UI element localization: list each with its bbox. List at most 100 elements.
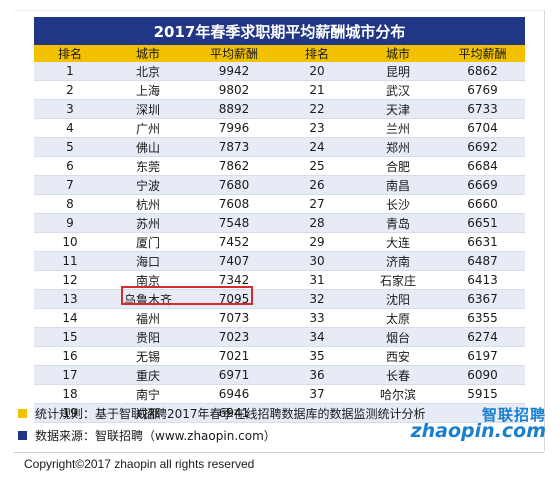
cell-salary: 7548	[190, 213, 278, 233]
cell-salary: 6946	[190, 384, 278, 404]
table-row: 9 苏州 7548 28 青岛 6651	[34, 213, 525, 233]
salary-table: 排名 城市 平均薪酬 排名 城市 平均薪酬 1 北京 9942 20 昆明 6862 2 上海…	[34, 45, 525, 423]
cell-rank: 19	[34, 403, 106, 423]
cell-salary: 7608	[190, 194, 278, 214]
cell-salary: 9942	[190, 62, 278, 81]
cell-rank: 30	[278, 251, 356, 271]
table-row: 2 上海 9802 21 武汉 6769	[34, 80, 525, 100]
notes: 统计规则：基于智联招聘2017年春季在线招聘数据库的数据监测统计分析 数据来源：…	[18, 402, 426, 446]
cell-rank: 21	[278, 80, 356, 100]
cell-salary: 8892	[190, 99, 278, 119]
cell-rank: 18	[34, 384, 106, 404]
header-rank: 排名	[34, 45, 106, 62]
cell-salary: 7021	[190, 346, 278, 366]
table-row: 17 重庆 6971 36 长春 6090	[34, 365, 525, 385]
cell-salary: 7407	[190, 251, 278, 271]
cell-rank: 10	[34, 232, 106, 252]
cell-rank: 25	[278, 156, 356, 176]
cell-rank: 36	[278, 365, 356, 385]
cell-rank: 17	[34, 365, 106, 385]
cell-city: 青岛	[356, 213, 440, 233]
cell-city: 无锡	[106, 346, 190, 366]
header-city: 城市	[106, 45, 190, 62]
cell-city: 烟台	[356, 327, 440, 347]
cell-rank: 26	[278, 175, 356, 195]
table-row: 1 北京 9942 20 昆明 6862	[34, 62, 525, 81]
cell-rank: 31	[278, 270, 356, 290]
cell-city: 深圳	[106, 99, 190, 119]
table-row: 3 深圳 8892 22 天津 6733	[34, 99, 525, 119]
cell-rank: 15	[34, 327, 106, 347]
cell-salary: 6367	[440, 289, 525, 309]
cell-city: 西安	[356, 346, 440, 366]
cell-rank: 12	[34, 270, 106, 290]
table-row: 15 贵阳 7023 34 烟台 6274	[34, 327, 525, 347]
cell-city: 石家庄	[356, 270, 440, 290]
cell-rank: 24	[278, 137, 356, 157]
cell-rank: 9	[34, 213, 106, 233]
copyright: Copyright©2017 zhaopin all rights reserv…	[24, 457, 255, 471]
cell-city: 贵阳	[106, 327, 190, 347]
cell-salary: 6769	[440, 80, 525, 100]
cell-rank: 22	[278, 99, 356, 119]
cell-salary: 7680	[190, 175, 278, 195]
cell-city: 南宁	[106, 384, 190, 404]
table-row: 13 乌鲁木齐 7095 32 沈阳 6367	[34, 289, 525, 309]
logo-cn: 智联招聘	[481, 406, 546, 424]
cell-salary: 6971	[190, 365, 278, 385]
cell-city: 沈阳	[356, 289, 440, 309]
cell-salary: 6669	[440, 175, 525, 195]
cell-city: 厦门	[106, 232, 190, 252]
cell-city: 昆明	[356, 62, 440, 81]
note-rule-text: 统计规则：基于智联招聘2017年春季在线招聘数据库的数据监测统计分析	[35, 406, 426, 421]
cell-city: 天津	[356, 99, 440, 119]
cell-rank: 3	[34, 99, 106, 119]
cell-city: 成都	[106, 403, 190, 423]
cell-salary: 7073	[190, 308, 278, 328]
logo-en: zhaopin.com	[410, 420, 546, 442]
cell-city: 兰州	[356, 118, 440, 138]
cell-city: 北京	[106, 62, 190, 81]
cell-rank: 16	[34, 346, 106, 366]
cell-rank: 11	[34, 251, 106, 271]
cell-rank: 1	[34, 62, 106, 81]
cell-salary: 6197	[440, 346, 525, 366]
cell-salary	[440, 403, 525, 423]
cell-rank: 5	[34, 137, 106, 157]
slide-frame	[14, 10, 545, 451]
highlight-box	[121, 286, 253, 305]
table-row: 5 佛山 7873 24 郑州 6692	[34, 137, 525, 157]
table-row: 4 广州 7996 23 兰州 6704	[34, 118, 525, 138]
cell-city: 哈尔滨	[356, 384, 440, 404]
cell-rank: 4	[34, 118, 106, 138]
cell-rank: 33	[278, 308, 356, 328]
cell-salary: 9802	[190, 80, 278, 100]
cell-city: 广州	[106, 118, 190, 138]
cell-city: 南京	[106, 270, 190, 290]
cell-salary: 6684	[440, 156, 525, 176]
cell-rank: 13	[34, 289, 106, 309]
cell-rank	[278, 403, 356, 423]
cell-salary: 6274	[440, 327, 525, 347]
yellow-square-icon	[18, 408, 27, 418]
header-salary: 平均薪酬	[440, 45, 525, 62]
cell-rank: 32	[278, 289, 356, 309]
cell-rank: 29	[278, 232, 356, 252]
cell-salary: 7452	[190, 232, 278, 252]
cell-city: 长春	[356, 365, 440, 385]
cell-salary: 6660	[440, 194, 525, 214]
cell-salary: 6733	[440, 99, 525, 119]
cell-city: 上海	[106, 80, 190, 100]
table-title: 2017年春季求职期平均薪酬城市分布	[34, 17, 525, 45]
cell-city: 宁波	[106, 175, 190, 195]
blue-square-icon	[18, 430, 27, 440]
table-row: 6 东莞 7862 25 合肥 6684	[34, 156, 525, 176]
cell-city: 合肥	[356, 156, 440, 176]
table-row: 12 南京 7342 31 石家庄 6413	[34, 270, 525, 290]
cell-city: 长沙	[356, 194, 440, 214]
cell-rank: 14	[34, 308, 106, 328]
table-row: 14 福州 7073 33 太原 6355	[34, 308, 525, 328]
cell-salary: 6355	[440, 308, 525, 328]
cell-salary: 6651	[440, 213, 525, 233]
cell-rank: 7	[34, 175, 106, 195]
